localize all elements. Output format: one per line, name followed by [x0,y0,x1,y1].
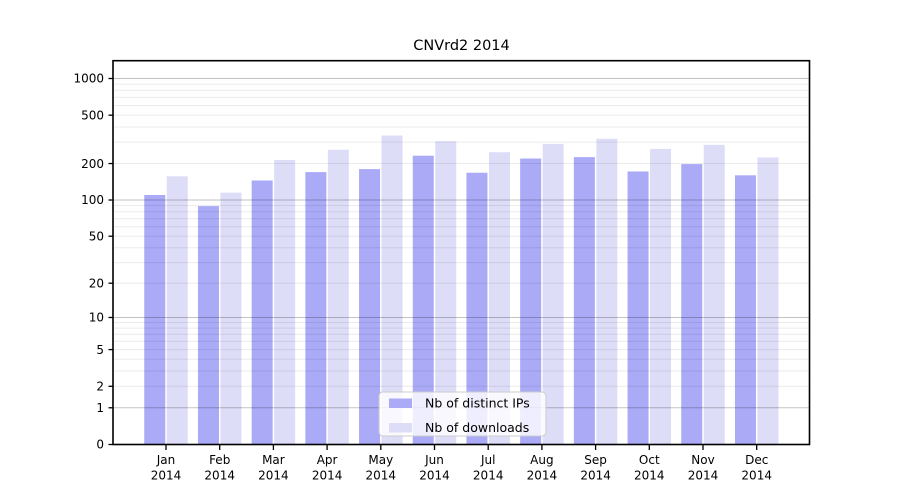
bar-distinct-ips-may [359,169,381,445]
legend-swatch-downloads [389,423,412,433]
legend: Nb of distinct IPs Nb of downloads [378,391,547,437]
bar-downloads-feb [220,192,242,445]
bar-downloads-jul [488,152,510,445]
legend-box [378,391,547,437]
bar-distinct-ips-aug [520,158,542,445]
x-tick-label-year-sep: 2014 [580,469,611,483]
bar-distinct-ips-apr [305,172,327,445]
x-tick-label-month-sep: Sep [584,453,607,467]
x-tick-label-month-dec: Dec [745,453,768,467]
y-tick-label-5: 5 [96,343,104,357]
bar-downloads-mar [274,159,296,445]
bar-downloads-sep [596,138,618,445]
legend-label-distinct-ips: Nb of distinct IPs [425,396,530,411]
x-tick-label-month-feb: Feb [209,453,230,467]
x-tick-label-year-jun: 2014 [419,469,450,483]
bar-distinct-ips-jan [144,195,166,445]
chart-title: CNVrd2 2014 [413,38,510,54]
bar-downloads-apr [327,149,349,445]
bar-distinct-ips-dec [734,175,756,445]
bar-distinct-ips-feb [197,206,219,445]
bar-downloads-jan [166,176,188,445]
bar-distinct-ips-nov [681,164,703,445]
x-axis-ticks: Jan 2014 Feb 2014 Mar 2014 Apr 2014 May 2014 Jun 20… [151,445,772,483]
x-tick-label-year-may: 2014 [366,469,397,483]
y-tick-label-50: 50 [89,229,104,243]
x-tick-label-year-jul: 2014 [473,469,504,483]
x-tick-label-month-oct: Oct [639,453,660,467]
y-tick-label-2: 2 [96,380,104,394]
y-axis-ticks: 0 1 2 5 10 20 50 100 200 500 1000 [73,72,113,452]
bars-layer [144,135,779,445]
legend-label-downloads: Nb of downloads [425,420,529,435]
x-tick-label-year-apr: 2014 [312,469,343,483]
x-tick-label-year-mar: 2014 [258,469,289,483]
bar-distinct-ips-jun [412,155,434,445]
x-tick-label-month-apr: Apr [317,453,338,467]
x-tick-label-year-nov: 2014 [688,469,719,483]
x-tick-label-year-aug: 2014 [527,469,558,483]
gridlines [113,78,809,409]
y-tick-label-20: 20 [89,276,104,290]
y-tick-label-200: 200 [81,157,104,171]
x-tick-label-year-feb: 2014 [204,469,235,483]
bar-downloads-oct [650,148,672,445]
bar-downloads-may [381,135,403,445]
y-tick-label-1000: 1000 [73,72,104,86]
legend-swatch-distinct-ips [389,398,412,408]
x-tick-label-month-jun: Jun [424,453,444,467]
y-tick-label-500: 500 [81,108,104,122]
x-tick-label-month-nov: Nov [691,453,714,467]
bar-downloads-dec [757,157,779,445]
x-tick-label-month-aug: Aug [530,453,553,467]
x-tick-label-month-may: May [368,453,393,467]
y-tick-label-0: 0 [96,438,104,452]
y-tick-label-1: 1 [96,401,104,415]
y-tick-label-10: 10 [89,311,104,325]
bar-distinct-ips-sep [573,157,595,445]
x-tick-label-year-oct: 2014 [634,469,665,483]
bar-downloads-aug [542,143,564,445]
bar-distinct-ips-mar [251,180,273,445]
x-tick-label-month-jan: Jan [156,453,176,467]
x-tick-label-month-jul: Jul [480,453,495,467]
bar-distinct-ips-oct [627,171,649,445]
bar-distinct-ips-jul [466,172,488,445]
bar-downloads-jun [435,141,457,445]
plot-border [112,59,811,446]
bar-downloads-nov [703,144,725,445]
x-tick-label-year-dec: 2014 [741,469,772,483]
x-tick-label-year-jan: 2014 [151,469,182,483]
y-tick-label-100: 100 [81,193,104,207]
x-tick-label-month-mar: Mar [262,453,285,467]
